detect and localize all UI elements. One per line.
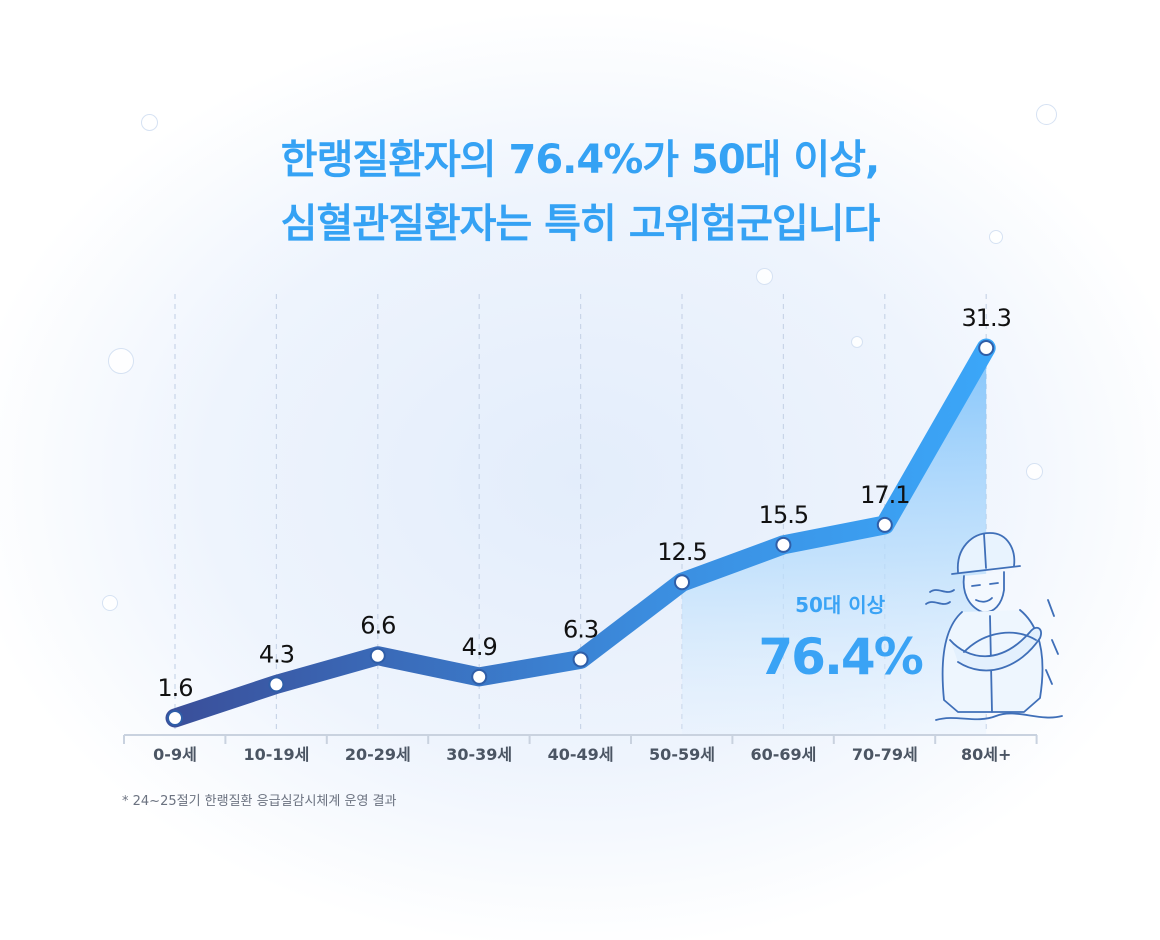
data-point [572, 651, 589, 668]
x-tick-label: 80세+ [961, 745, 1011, 764]
data-label: 4.9 [462, 633, 497, 661]
data-point [471, 668, 488, 685]
title-line-1: 한랭질환자의 76.4%가 50대 이상, [280, 137, 880, 183]
data-label: 12.5 [657, 538, 706, 566]
x-tick-label: 0-9세 [153, 745, 197, 764]
snow-bubble [989, 230, 1003, 244]
data-point [268, 676, 285, 693]
data-points [167, 340, 995, 726]
x-tick-label: 20-29세 [345, 745, 411, 764]
data-point [775, 536, 792, 553]
data-point [978, 340, 995, 356]
data-labels: 1.6 4.3 6.6 4.9 6.3 12.5 15.5 17.1 31.3 [157, 304, 1012, 702]
title-line-2: 심혈관질환자는 특히 고위험군입니다 [280, 201, 881, 247]
snow-bubble [102, 595, 118, 611]
highlight-label: 50대 이상 [795, 593, 886, 617]
snow-bubble [1036, 104, 1057, 125]
snow-bubble [756, 268, 773, 285]
chart-title: 한랭질환자의 76.4%가 50대 이상, 심혈관질환자는 특히 고위험군입니다 [0, 128, 1160, 256]
data-label: 1.6 [157, 674, 192, 702]
x-tick-label: 50-59세 [649, 745, 715, 764]
data-label: 31.3 [961, 304, 1010, 332]
snow-bubble [108, 348, 134, 374]
snow-bubble [141, 114, 158, 131]
data-point [674, 574, 690, 591]
data-label: 4.3 [259, 640, 294, 668]
snow-bubble [1026, 463, 1043, 480]
data-point [876, 516, 893, 533]
x-tick-label: 70-79세 [852, 745, 918, 764]
x-tick-label: 10-19세 [243, 745, 309, 764]
highlight-text: 50대 이상 76.4% [758, 593, 924, 686]
x-tick-label: 40-49세 [548, 745, 614, 764]
snow-bubble [851, 336, 863, 348]
cold-worker-icon [925, 532, 1063, 721]
x-tick-label: 60-69세 [750, 745, 816, 764]
highlight-value: 76.4% [758, 628, 922, 686]
data-label: 17.1 [860, 481, 909, 509]
data-label: 6.3 [563, 615, 598, 643]
data-point [167, 710, 183, 726]
footnote: * 24~25절기 한랭질환 응급실감시체계 운영 결과 [122, 794, 397, 809]
x-tick-label: 30-39세 [446, 745, 512, 764]
data-label: 15.5 [759, 501, 808, 529]
data-label: 6.6 [360, 612, 395, 640]
x-axis: 0-9세 10-19세 20-29세 30-39세 40-49세 50-59세 60-69세… [123, 734, 1038, 764]
data-point [369, 647, 386, 664]
